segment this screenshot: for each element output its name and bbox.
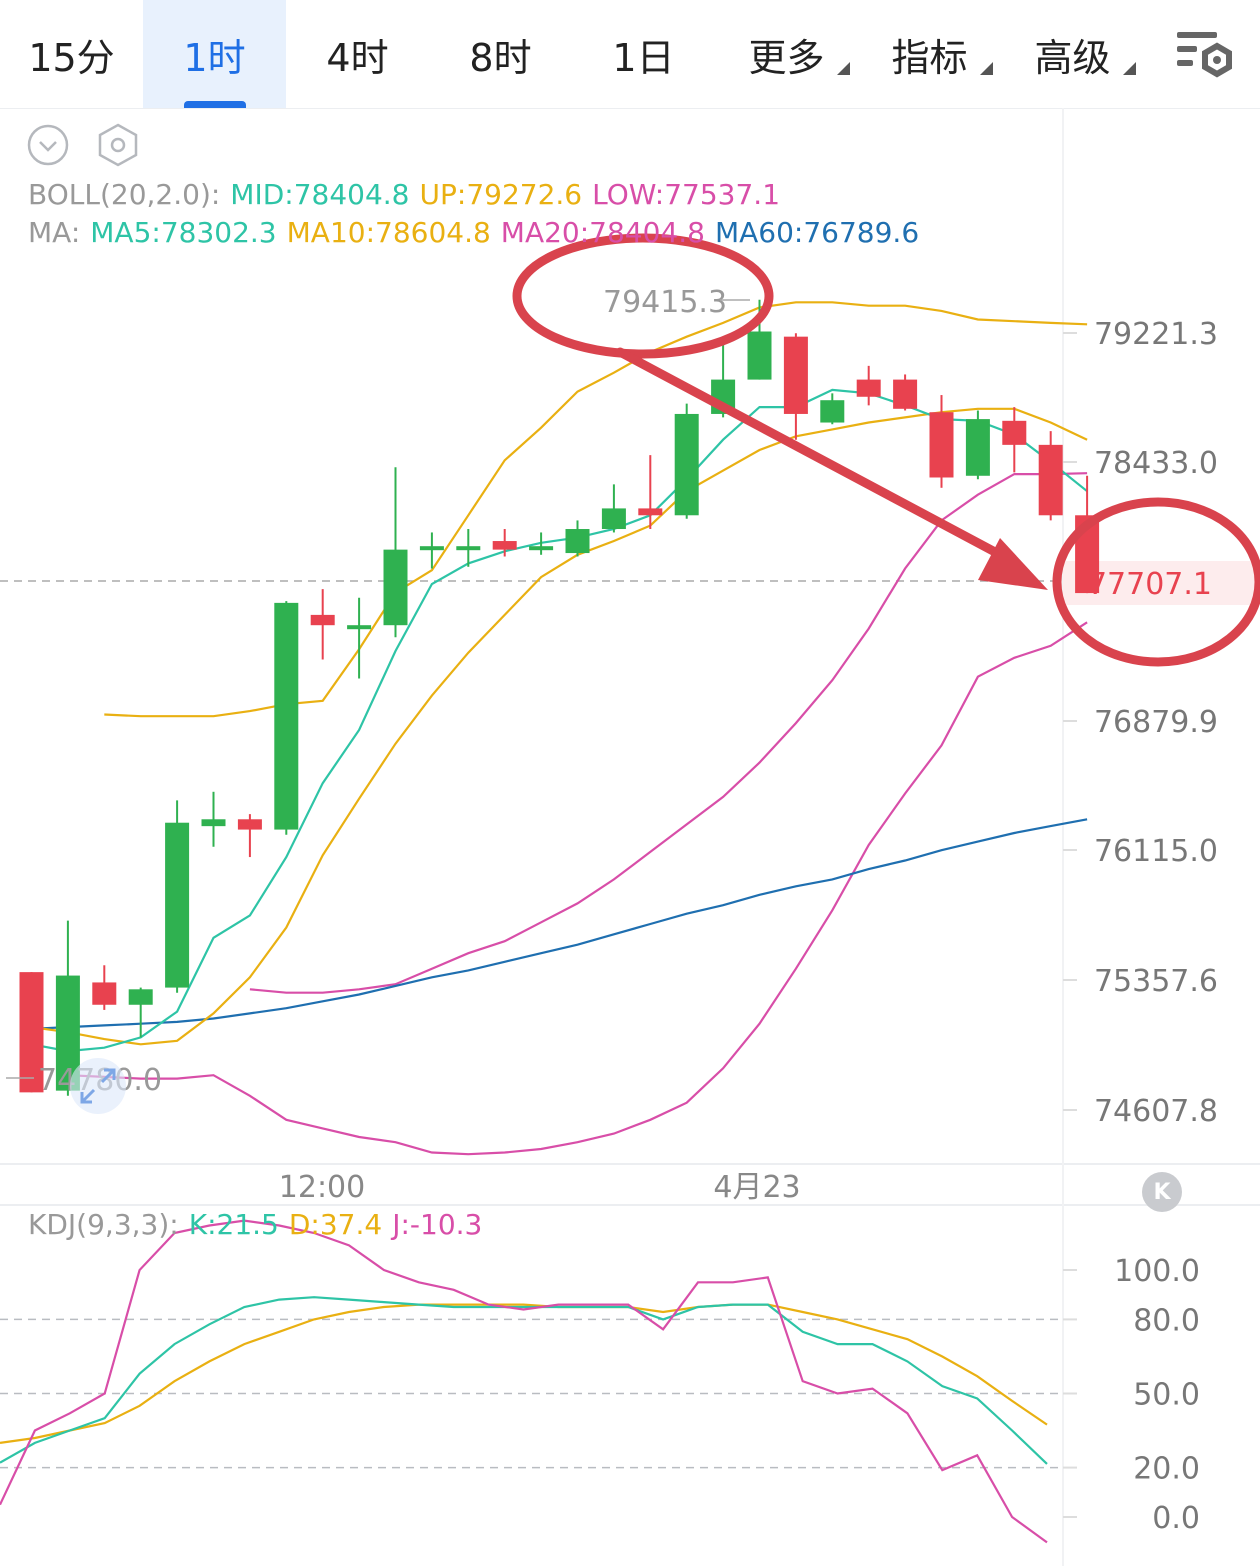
candle xyxy=(310,614,335,626)
time-axis-label: 4月23 xyxy=(713,1170,800,1205)
annotation-arrow-head xyxy=(978,538,1048,590)
candle xyxy=(856,379,881,397)
annotation-arrow-line xyxy=(615,347,1015,565)
kline-button[interactable]: K xyxy=(1142,1172,1182,1212)
kdj-axis-label: 20.0 xyxy=(1133,1452,1200,1487)
active-tab-indicator xyxy=(183,101,246,108)
price-axis-label: 76115.0 xyxy=(1094,834,1218,869)
candle xyxy=(456,546,481,551)
candle xyxy=(274,602,299,830)
chart-settings-button[interactable] xyxy=(1150,0,1260,108)
annotation-circle-current xyxy=(1052,497,1260,667)
candle xyxy=(419,546,444,551)
candle xyxy=(529,546,554,551)
tab-15min[interactable]: 15分 xyxy=(28,35,115,80)
kdj-axis-label: 80.0 xyxy=(1133,1303,1200,1338)
candle xyxy=(601,508,626,530)
price-chart[interactable]: 79221.3 78433.0 76879.9 76115.0 75357.6 74607… xyxy=(0,108,1260,1566)
ma-indicator-row: MA: MA5:78302.3 MA10:78604.8 MA20:78404.8 MA… xyxy=(28,216,929,249)
high-price-label: 79415.3 xyxy=(603,285,727,320)
collapse-button[interactable] xyxy=(27,124,69,166)
kdj-d-value: D:37.4 xyxy=(288,1208,383,1241)
ma60-line xyxy=(31,818,1088,1030)
price-axis-label: 76879.9 xyxy=(1094,705,1218,740)
kdj-k-value: K:21.5 xyxy=(188,1208,279,1241)
candle xyxy=(347,625,372,630)
chart-settings-icon xyxy=(1177,32,1232,78)
boll-lower-line xyxy=(67,621,1088,1156)
candle xyxy=(747,331,772,380)
current-price-label: 77707.1 xyxy=(1088,567,1212,602)
candle xyxy=(1002,420,1027,445)
candle xyxy=(783,336,808,414)
kdj-axis-label: 50.0 xyxy=(1133,1378,1200,1413)
tab-1d[interactable]: 1日 xyxy=(612,35,675,80)
candle xyxy=(383,549,408,626)
tab-indicators[interactable]: 指标 xyxy=(858,0,1001,108)
ma-label: MA: xyxy=(28,216,81,249)
tab-advanced[interactable]: 高级 xyxy=(1001,0,1144,108)
candle xyxy=(820,400,845,423)
hexagon-settings-icon xyxy=(98,123,138,167)
boll-upper-line xyxy=(104,301,1088,718)
annotation-circle-high xyxy=(512,233,774,359)
k-icon: K xyxy=(1153,1179,1171,1205)
candle xyxy=(565,529,590,554)
candle xyxy=(128,989,153,1005)
ma5-value: MA5:78302.3 xyxy=(90,216,277,249)
timeframe-tabbar: 15分 1时 4时 8时 1日 更多 指标 高级 xyxy=(0,0,1260,109)
indicator-settings-button[interactable] xyxy=(96,123,140,167)
candle xyxy=(201,819,226,827)
kdj-axis-label: 0.0 xyxy=(1152,1501,1200,1536)
boll-low-value: LOW:77537.1 xyxy=(592,178,781,211)
tab-1h[interactable]: 1时 xyxy=(143,0,286,108)
price-axis-label: 74607.8 xyxy=(1094,1094,1218,1129)
candle xyxy=(1038,444,1063,516)
tab-4h[interactable]: 4时 xyxy=(326,35,389,80)
ma20-line xyxy=(249,472,1088,994)
kdj-j-line xyxy=(0,1219,1048,1544)
tab-more[interactable]: 更多 xyxy=(715,0,858,108)
candle xyxy=(674,413,699,516)
expand-arrows-icon xyxy=(80,1068,116,1104)
kdj-k-line xyxy=(0,1296,1048,1465)
candle xyxy=(165,822,190,988)
price-axis-label: 79221.3 xyxy=(1094,317,1218,352)
ma10-value: MA10:78604.8 xyxy=(286,216,491,249)
candle xyxy=(893,379,918,409)
tab-8h[interactable]: 8时 xyxy=(469,35,532,80)
ma10-line xyxy=(31,407,1088,1046)
boll-label: BOLL(20,2.0): xyxy=(28,178,221,211)
ma5-line xyxy=(31,388,1088,1053)
kdj-indicator-row: KDJ(9,3,3): K:21.5 D:37.4 J:-10.3 xyxy=(28,1208,492,1241)
candle xyxy=(19,972,44,1093)
boll-up-value: UP:79272.6 xyxy=(419,178,583,211)
ma20-value: MA20:78404.8 xyxy=(500,216,705,249)
candle xyxy=(92,982,117,1005)
candle xyxy=(638,508,663,516)
candle xyxy=(492,541,517,550)
time-axis-label: 12:00 xyxy=(279,1170,365,1205)
dropdown-triangle-icon xyxy=(837,62,850,75)
price-axis-label: 75357.6 xyxy=(1094,964,1218,999)
candle xyxy=(929,412,954,478)
price-axis-label: 78433.0 xyxy=(1094,446,1218,481)
kdj-axis-label: 100.0 xyxy=(1114,1254,1200,1289)
expand-button[interactable] xyxy=(70,1058,126,1114)
candle xyxy=(237,819,262,830)
kdj-j-value: J:-10.3 xyxy=(392,1208,483,1241)
ma60-value: MA60:76789.6 xyxy=(714,216,920,249)
candle xyxy=(965,419,990,476)
dropdown-triangle-icon xyxy=(980,62,993,75)
dropdown-triangle-icon xyxy=(1123,62,1136,75)
chevron-down-circle-icon xyxy=(27,124,69,166)
kdj-d-line xyxy=(0,1303,1048,1444)
boll-indicator-row: BOLL(20,2.0): MID:78404.8 UP:79272.6 LOW:77… xyxy=(28,178,790,211)
boll-mid-value: MID:78404.8 xyxy=(230,178,410,211)
kdj-label: KDJ(9,3,3): xyxy=(28,1208,179,1241)
